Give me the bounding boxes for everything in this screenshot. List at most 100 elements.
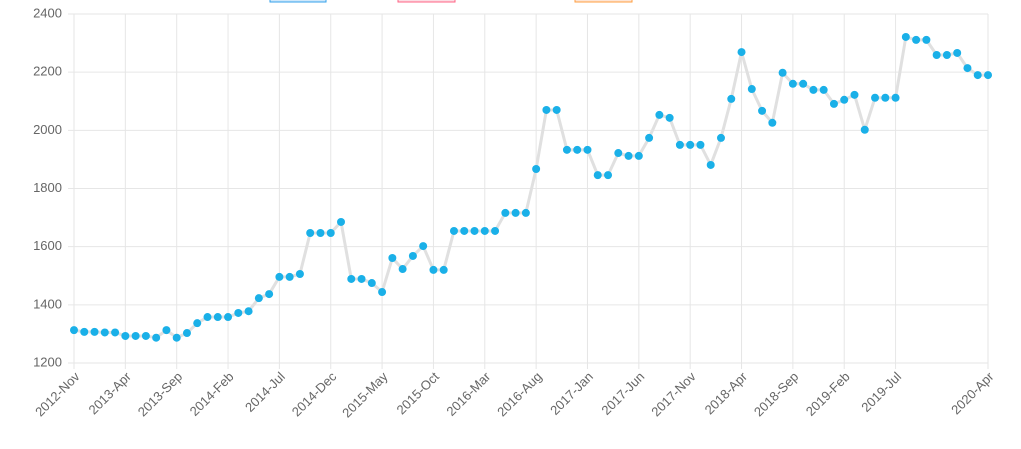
- x-tick-label: 2018-Sep: [751, 369, 801, 419]
- data-point: [100, 328, 109, 337]
- data-point: [131, 331, 140, 340]
- data-point: [973, 71, 982, 80]
- data-point: [141, 331, 150, 340]
- y-tick-label: 1600: [33, 238, 62, 253]
- data-point: [275, 272, 284, 281]
- data-point: [634, 151, 643, 160]
- y-tick-label: 1200: [33, 354, 62, 369]
- data-point: [337, 217, 346, 226]
- y-tick-label: 1800: [33, 180, 62, 195]
- data-point: [706, 160, 715, 169]
- data-point: [162, 326, 171, 335]
- data-point: [491, 226, 500, 235]
- data-point: [768, 118, 777, 127]
- data-point: [193, 319, 202, 328]
- data-point: [747, 85, 756, 94]
- data-point: [850, 90, 859, 99]
- data-point: [408, 251, 417, 260]
- y-tick-label: 2400: [33, 5, 62, 20]
- data-point: [367, 279, 376, 288]
- data-point: [152, 333, 161, 342]
- data-point: [439, 265, 448, 274]
- data-point: [172, 333, 181, 342]
- data-point: [316, 228, 325, 237]
- data-point: [942, 51, 951, 60]
- series-line: [73, 35, 988, 340]
- x-tick-label: 2013-Apr: [85, 368, 134, 417]
- data-point: [562, 145, 571, 154]
- data-point: [912, 35, 921, 44]
- data-point: [675, 140, 684, 149]
- data-point: [357, 274, 366, 283]
- x-tick-label: 2018-Apr: [702, 368, 751, 417]
- data-point: [460, 226, 469, 235]
- data-point: [932, 51, 941, 60]
- data-point: [285, 272, 294, 281]
- x-tick-label: 2017-Nov: [648, 369, 699, 420]
- x-tick-label: 2014-Feb: [187, 369, 237, 419]
- data-point: [655, 110, 664, 119]
- data-point: [511, 208, 520, 217]
- x-tick-label: 2014-Dec: [289, 369, 340, 420]
- data-point: [624, 151, 633, 160]
- data-point: [326, 228, 335, 237]
- data-point: [891, 93, 900, 102]
- data-point: [182, 329, 191, 338]
- data-point: [552, 105, 561, 114]
- data-point: [419, 242, 428, 251]
- data-point: [501, 208, 510, 217]
- data-point: [829, 99, 838, 108]
- data-point: [819, 85, 828, 94]
- data-point: [80, 327, 89, 336]
- x-tick-label: 2020-Apr: [948, 368, 997, 417]
- data-point: [244, 307, 253, 316]
- data-point: [295, 270, 304, 279]
- data-point: [521, 208, 530, 217]
- data-point: [881, 93, 890, 102]
- x-tick-label: 2016-Aug: [494, 369, 544, 419]
- data-point: [840, 95, 849, 104]
- data-point: [645, 133, 654, 142]
- data-point: [716, 133, 725, 142]
- x-tick-label: 2013-Sep: [135, 369, 185, 419]
- x-tick-label: 2015-Oct: [394, 369, 443, 418]
- data-point: [542, 105, 551, 114]
- data-point: [860, 125, 869, 134]
- data-point: [480, 226, 489, 235]
- x-tick-label: 2017-Jun: [598, 369, 647, 418]
- data-point: [470, 226, 479, 235]
- legend-box: [574, 0, 633, 3]
- y-tick-label: 2200: [33, 64, 62, 79]
- data-point: [727, 94, 736, 103]
- data-point: [213, 313, 222, 322]
- data-point: [696, 140, 705, 149]
- data-point: [809, 85, 818, 94]
- data-point: [203, 313, 212, 322]
- x-tick-label: 2015-May: [339, 369, 391, 421]
- data-point: [583, 145, 592, 154]
- data-point: [665, 113, 674, 122]
- y-tick-label: 2000: [33, 122, 62, 137]
- data-point: [593, 171, 602, 180]
- data-point: [398, 265, 407, 274]
- x-tick-label: 2012-Nov: [32, 369, 83, 420]
- data-point: [871, 93, 880, 102]
- data-point: [963, 64, 972, 73]
- data-point: [901, 32, 910, 41]
- y-tick-label: 1400: [33, 296, 62, 311]
- data-point: [799, 79, 808, 88]
- x-tick-label: 2016-Mar: [443, 368, 493, 418]
- data-point: [573, 145, 582, 154]
- legend-box: [269, 0, 327, 3]
- data-point: [265, 290, 274, 299]
- data-point: [737, 48, 746, 57]
- x-tick-label: 2014-Jul: [242, 369, 288, 415]
- data-point: [758, 106, 767, 115]
- data-point: [306, 228, 315, 237]
- data-point: [604, 171, 613, 180]
- data-point: [922, 35, 931, 44]
- data-point: [378, 288, 387, 297]
- data-point: [254, 294, 263, 303]
